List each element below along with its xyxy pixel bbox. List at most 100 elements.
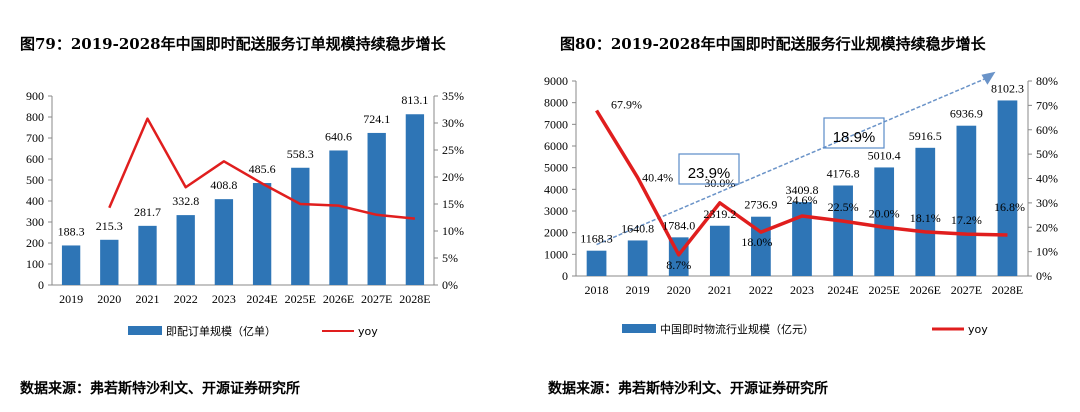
chart-2-source: 数据来源：弗若斯特沙利文、开源证券研究所 bbox=[548, 381, 828, 397]
c2-x-tick-label: 2021 bbox=[708, 283, 732, 297]
c2-y2-tick-label: 80% bbox=[1036, 74, 1058, 88]
c2-annotation-label: 18.9% bbox=[833, 129, 876, 146]
c1-x-tick-label: 2020 bbox=[97, 292, 121, 306]
c2-y-tick-label: 6000 bbox=[544, 139, 568, 153]
c1-bar-value-label: 640.6 bbox=[325, 129, 352, 143]
c2-annotation-box bbox=[678, 153, 740, 185]
c1-y-tick-label: 600 bbox=[26, 152, 44, 166]
c2-bar bbox=[874, 167, 895, 276]
c1-x-tick-label: 2022 bbox=[174, 292, 198, 306]
c2-x-tick-label: 2028E bbox=[992, 283, 1023, 297]
c2-y2-tick-label: 60% bbox=[1036, 123, 1058, 137]
c1-x-tick-label: 2021 bbox=[136, 292, 160, 306]
c2-yoy-value-label: 40.4% bbox=[642, 171, 673, 185]
c2-y-tick-label: 5000 bbox=[544, 161, 568, 175]
c2-y-tick-label: 7000 bbox=[544, 117, 568, 131]
c1-yoy-line bbox=[108, 117, 416, 220]
c2-bar-value-label: 8102.3 bbox=[991, 81, 1024, 95]
chart-1-source: 数据来源：弗若斯特沙利文、开源证券研究所 bbox=[20, 381, 300, 397]
c2-bar-value-label: 2319.2 bbox=[703, 207, 736, 221]
c2-bar-value-label: 5010.4 bbox=[868, 148, 901, 162]
c2-y2-tick-label: 40% bbox=[1036, 172, 1058, 186]
c2-yoy-value-label: 20.0% bbox=[869, 206, 900, 220]
chart-2-title: 图80：2019-2028年中国即时配送服务行业规模持续稳步增长 bbox=[560, 35, 986, 53]
c1-bar bbox=[214, 199, 234, 285]
c1-bar bbox=[367, 132, 386, 285]
c2-x-tick-label: 2027E bbox=[951, 283, 982, 297]
c1-y2-tick-label: 0% bbox=[442, 278, 458, 292]
c2-y-tick-label: 3000 bbox=[544, 204, 568, 218]
c2-bar bbox=[709, 225, 730, 276]
c2-legend-bar-label: 中国即时物流行业规模（亿元） bbox=[660, 322, 814, 336]
c2-yoy-value-label: 16.8% bbox=[994, 200, 1025, 214]
c1-y-tick-label: 100 bbox=[26, 257, 44, 271]
c2-bar-value-label: 1784.0 bbox=[662, 218, 695, 232]
c1-bar bbox=[405, 114, 425, 286]
c2-y2-tick-label: 0% bbox=[1036, 269, 1052, 283]
c2-bar bbox=[997, 100, 1018, 276]
c1-bar-value-label: 408.8 bbox=[210, 178, 237, 192]
c1-bar-value-label: 281.7 bbox=[134, 205, 161, 219]
c1-y-tick-label: 0 bbox=[38, 278, 44, 292]
c1-y2-tick-label: 35% bbox=[442, 89, 464, 103]
c2-yoy-line bbox=[595, 109, 1008, 257]
c1-bar-value-label: 558.3 bbox=[287, 147, 314, 161]
c1-y2-tick-label: 15% bbox=[442, 197, 464, 211]
c1-y-tick-label: 400 bbox=[26, 194, 44, 208]
c2-x-tick-label: 2025E bbox=[869, 283, 900, 297]
c1-y-tick-label: 300 bbox=[26, 215, 44, 229]
c2-y2-tick-label: 70% bbox=[1036, 98, 1058, 112]
c1-x-tick-label: 2024E bbox=[246, 292, 277, 306]
c2-legend-bar-swatch bbox=[622, 324, 656, 333]
c2-yoy-value-label: 30.0% bbox=[704, 176, 735, 190]
c1-y-tick-label: 800 bbox=[26, 110, 44, 124]
c1-y2-tick-label: 30% bbox=[442, 116, 464, 130]
c2-y-tick-label: 8000 bbox=[544, 96, 568, 110]
c1-bar-value-label: 485.6 bbox=[249, 162, 276, 176]
c2-x-tick-label: 2023 bbox=[790, 283, 814, 297]
c2-annotation-box bbox=[823, 117, 885, 149]
c1-bar bbox=[100, 239, 119, 285]
c1-y-tick-label: 700 bbox=[26, 131, 44, 145]
c2-bar-value-label: 1640.8 bbox=[621, 221, 654, 235]
c2-bar bbox=[627, 240, 648, 276]
c1-x-tick-label: 2026E bbox=[323, 292, 354, 306]
c2-yoy-value-label: 18.1% bbox=[910, 211, 941, 225]
c2-bar bbox=[586, 250, 607, 276]
c2-y-tick-label: 9000 bbox=[544, 74, 568, 88]
c2-x-tick-label: 2018 bbox=[585, 283, 609, 297]
c1-bar-value-label: 724.1 bbox=[363, 112, 390, 126]
c2-x-tick-label: 2022 bbox=[749, 283, 773, 297]
c2-y-tick-label: 4000 bbox=[544, 182, 568, 196]
c2-bar bbox=[915, 147, 936, 276]
c2-yoy-value-label: 17.2% bbox=[951, 213, 982, 227]
c2-bar-value-label: 3409.8 bbox=[786, 183, 819, 197]
c2-x-tick-label: 2020 bbox=[667, 283, 691, 297]
c1-y2-tick-label: 5% bbox=[442, 251, 458, 265]
chart-1-title: 图79：2019-2028年中国即时配送服务订单规模持续稳步增长 bbox=[20, 35, 446, 53]
c2-bar bbox=[833, 185, 853, 276]
c2-trend-arrowhead bbox=[981, 71, 996, 85]
c2-bar-value-label: 1168.3 bbox=[580, 232, 613, 246]
c1-bar bbox=[329, 150, 348, 285]
c2-bar bbox=[792, 202, 812, 276]
c2-annotation-label: 23.9% bbox=[688, 165, 731, 182]
c1-y-tick-label: 900 bbox=[26, 89, 44, 103]
c1-bar bbox=[291, 167, 310, 285]
c2-x-tick-label: 2026E bbox=[910, 283, 941, 297]
c2-yoy-value-label: 18.0% bbox=[741, 235, 772, 249]
c2-trend-arrow bbox=[596, 77, 988, 246]
c1-y-tick-label: 200 bbox=[26, 236, 44, 250]
c1-bar-value-label: 188.3 bbox=[58, 224, 85, 238]
c2-y2-tick-label: 30% bbox=[1036, 196, 1058, 210]
c1-bar bbox=[61, 245, 81, 285]
c1-legend-line-label: yoy bbox=[358, 325, 378, 338]
c2-x-tick-label: 2024E bbox=[827, 283, 858, 297]
c1-x-tick-label: 2019 bbox=[59, 292, 83, 306]
c1-bar-value-label: 215.3 bbox=[96, 219, 123, 233]
c2-y2-tick-label: 20% bbox=[1036, 220, 1058, 234]
c1-x-tick-label: 2028E bbox=[399, 292, 430, 306]
c2-y2-tick-label: 10% bbox=[1036, 245, 1058, 259]
c1-legend-bar-swatch bbox=[128, 326, 162, 335]
